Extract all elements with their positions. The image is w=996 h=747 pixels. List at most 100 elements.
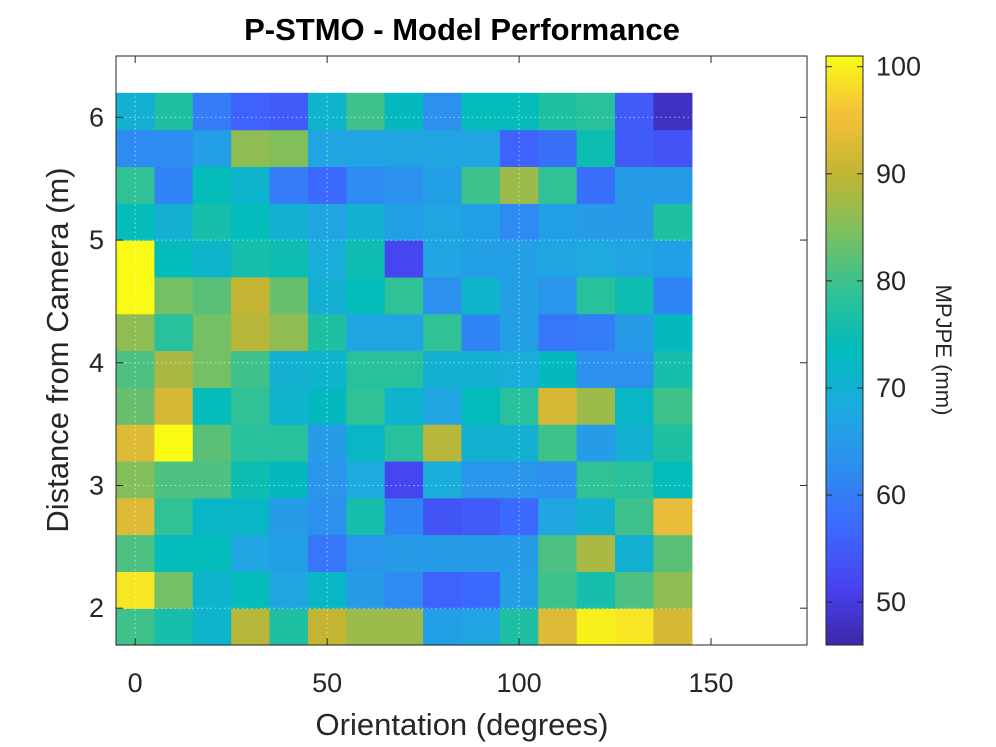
heatmap-cell <box>538 166 578 204</box>
heatmap-cell <box>576 240 616 278</box>
heatmap-cell <box>576 350 616 388</box>
heatmap-cell <box>615 497 655 536</box>
heatmap-cell <box>231 313 271 352</box>
heatmap-cell <box>538 460 578 499</box>
heatmap-cell <box>384 534 424 572</box>
heatmap-cell <box>653 534 693 572</box>
heatmap-cell <box>346 387 386 425</box>
heatmap-cell <box>192 350 232 388</box>
y-tick-label: 4 <box>89 348 104 378</box>
heatmap-cell <box>346 276 386 315</box>
heatmap-cell <box>384 203 424 241</box>
heatmap-cell <box>423 166 463 204</box>
heatmap-cell <box>499 350 539 388</box>
heatmap-cell <box>269 350 309 388</box>
heatmap-cell <box>307 166 347 204</box>
x-tick-label: 0 <box>128 668 143 698</box>
colorbar-tick-label: 100 <box>876 52 921 82</box>
heatmap-cell <box>384 313 424 352</box>
heatmap-cell <box>231 166 271 204</box>
heatmap-cell <box>231 534 271 572</box>
heatmap-cell <box>423 608 463 646</box>
heatmap-cell <box>653 460 693 499</box>
colorbar <box>825 55 864 646</box>
heatmap-cell <box>576 571 616 609</box>
colorbar-tick-label: 60 <box>876 480 906 510</box>
heatmap-cell <box>269 276 309 315</box>
x-tick-label: 50 <box>312 668 342 698</box>
heatmap-cell <box>154 350 194 388</box>
heatmap-cell <box>346 129 386 168</box>
heatmap-cell <box>423 424 463 462</box>
heatmap-cell <box>653 166 693 204</box>
heatmap-cell <box>269 460 309 499</box>
heatmap-cell <box>192 240 232 278</box>
heatmap-cell <box>576 313 616 352</box>
heatmap-cell <box>653 129 693 168</box>
heatmap-cell <box>576 534 616 572</box>
y-tick-label: 3 <box>89 470 104 500</box>
heatmap-cell <box>576 276 616 315</box>
heatmap-cell <box>653 387 693 425</box>
heatmap-cell <box>384 608 424 646</box>
heatmap-cell <box>615 313 655 352</box>
heatmap-cell <box>461 129 501 168</box>
heatmap-cell <box>154 387 194 425</box>
heatmap-cell <box>154 608 194 646</box>
heatmap-cell <box>231 497 271 536</box>
heatmap-cell <box>154 240 194 278</box>
heatmap-cell <box>154 534 194 572</box>
heatmap-cell <box>307 571 347 609</box>
heatmap-cell <box>538 571 578 609</box>
colorbar-ticks: 50 60 70 80 90 100 <box>826 52 921 617</box>
heatmap-cell <box>461 460 501 499</box>
colorbar-tick-label: 50 <box>876 587 906 617</box>
heatmap-cell <box>653 240 693 278</box>
heatmap-cell <box>269 313 309 352</box>
y-tick-label: 6 <box>89 102 104 132</box>
heatmap-cell <box>461 571 501 609</box>
heatmap-cell <box>231 92 271 131</box>
heatmap-cell <box>538 534 578 572</box>
heatmap-cell <box>231 460 271 499</box>
heatmap-cell <box>384 350 424 388</box>
heatmap-cell <box>346 350 386 388</box>
y-tick-label: 2 <box>89 593 104 623</box>
heatmap-cell <box>461 166 501 204</box>
heatmap-cell <box>461 313 501 352</box>
heatmap-cell <box>653 424 693 462</box>
heatmap-cell <box>499 203 539 241</box>
heatmap-cell <box>461 203 501 241</box>
heatmap-cell <box>538 129 578 168</box>
heatmap-cell <box>346 424 386 462</box>
heatmap-cell <box>231 608 271 646</box>
heatmap-cell <box>231 276 271 315</box>
colorbar-tick-label: 70 <box>876 373 906 403</box>
heatmap-cell <box>307 534 347 572</box>
heatmap-cell <box>653 276 693 315</box>
y-tick-label: 5 <box>89 225 104 255</box>
heatmap-cell <box>576 497 616 536</box>
heatmap-cell <box>499 129 539 168</box>
heatmap-cell <box>346 608 386 646</box>
heatmap-cell <box>116 203 155 241</box>
heatmap-cell <box>615 276 655 315</box>
heatmap-cell <box>154 203 194 241</box>
x-ticks: 0 50 100 150 <box>128 56 734 698</box>
heatmap-cell <box>615 534 655 572</box>
heatmap-cell <box>538 203 578 241</box>
heatmap-cell <box>154 129 194 168</box>
heatmap-cell <box>192 497 232 536</box>
heatmap-cell <box>192 387 232 425</box>
heatmap-cell <box>269 534 309 572</box>
x-axis-label: Orientation (degrees) <box>316 707 609 742</box>
heatmap-cell <box>499 166 539 204</box>
heatmap-cell <box>461 240 501 278</box>
heatmap-cell <box>384 92 424 131</box>
heatmap-cell <box>538 497 578 536</box>
heatmap-cell <box>269 240 309 278</box>
heatmap-cell <box>192 460 232 499</box>
heatmap-cell <box>269 203 309 241</box>
heatmap-cell <box>576 129 616 168</box>
